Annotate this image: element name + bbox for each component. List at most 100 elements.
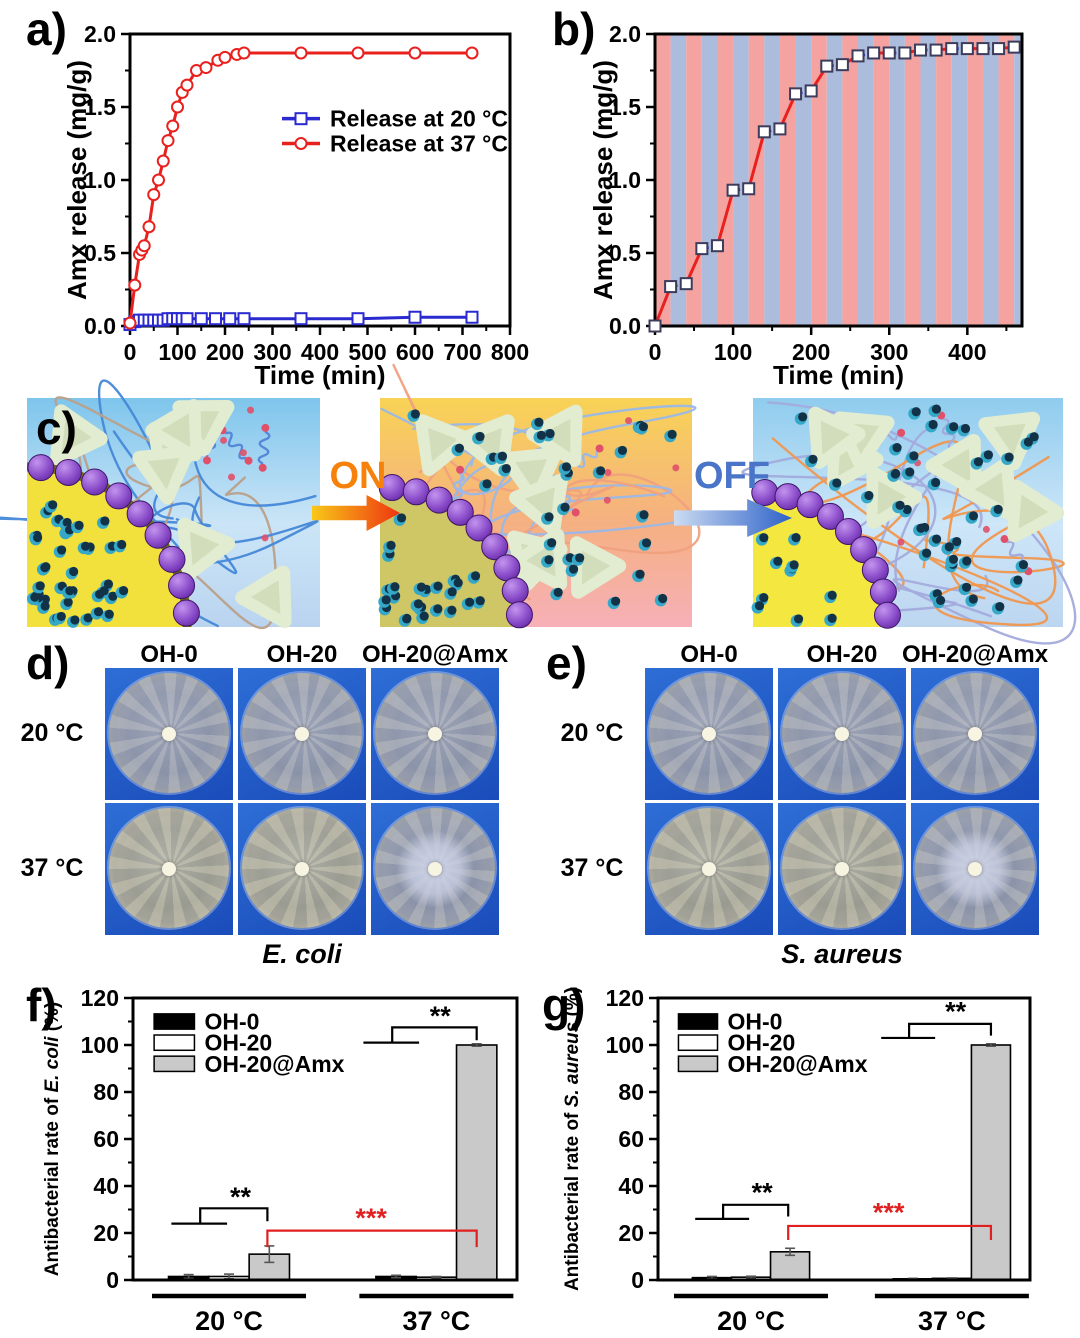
cyclodextrin-shade [542,418,571,453]
sample-disc [295,862,309,876]
drug-molecule-icon [429,604,443,617]
cyclodextrin-icon [177,517,236,580]
drug-molecule-shadow [433,581,443,591]
x-tick-label: 0 [649,339,662,365]
drug-molecule-shadow [827,613,837,623]
drug-molecule-shadow [993,504,1003,514]
x-tick-label: 800 [491,339,529,365]
legend-entry-label: Release at 37 °C [330,131,508,157]
column-header-oh0: OH-0 [140,641,198,668]
x-tick-label: 400 [301,339,339,365]
data-point-marker [648,319,662,333]
data-point-marker [171,100,184,114]
drug-molecule-shadow [560,502,570,512]
drug-molecule-icon [790,614,804,627]
drug-molecule-icon [828,478,842,491]
drug-molecule-icon [908,407,921,420]
polymer-chain [741,453,983,587]
drug-molecule-icon [906,451,919,464]
data-point-marker [156,154,170,168]
sample-disc [835,727,849,741]
y-tick-label: 0.0 [609,313,641,339]
drug-molecule-shadow [65,586,75,596]
data-point-marker [408,46,422,60]
drug-molecule-icon [632,569,645,583]
drug-molecule-shadow [390,582,400,592]
sig-label: ** [430,1001,452,1031]
drug-molecule-icon [541,512,554,525]
drug-molecule-icon [958,582,972,596]
drug-molecule-shadow [960,423,971,434]
data-point-marker [726,183,740,197]
drug-molecule-shadow [895,500,905,510]
y-tick-label: 0 [631,1267,644,1293]
chart-b-pulsatile-release: 0 100 200 300 400 0.0 0.5 1.0 1.5 2.0 Time (min) Am… [588,21,1024,390]
drug-molecule-shadow [433,604,443,614]
drug-molecule-icon [970,457,984,470]
stripe-background [811,34,827,326]
y-tick-label: 1.5 [609,94,641,120]
drug-molecule-shadow [890,469,900,479]
drug-molecule-icon [531,417,544,431]
sample-disc [428,862,442,876]
cyclodextrin-icon [958,457,1016,520]
legend-swatch [153,1034,196,1052]
data-point-marker [867,46,881,60]
drug-molecule-icon [607,596,621,610]
crosslink-dot [456,465,465,474]
data-point-marker [294,112,308,126]
data-point-marker [123,316,137,330]
drug-molecule-shadow [447,587,457,597]
legend-swatch [153,1013,196,1030]
cyclodextrin-shade [941,448,971,483]
sample-disc [835,862,849,876]
drug-molecule-shadow [909,451,919,461]
drug-molecule-icon [472,596,485,609]
data-point-marker [161,134,175,148]
panel-d-ecoli-plates: d) OH-0 OH-20 OH-20@Amx 20 °C 37 °C E. c… [0,635,540,975]
drug-molecule-icon [654,593,668,607]
sig-bracket [787,1224,993,1241]
drug-molecule-shadow [892,443,902,453]
cyclodextrin-body [49,404,108,467]
bead-icon [816,502,844,530]
data-point-marker [223,312,237,326]
drug-molecule-shadow [635,569,645,579]
drug-molecule-icon [664,429,677,443]
crosslink-dot [244,456,253,465]
drug-molecule-shadow [33,532,43,543]
sig-bracket [199,1207,269,1224]
y-axis-label: Amx release (mg/g) [588,60,618,300]
schematic-gel-cold-state [0,379,320,630]
sample-disc [428,727,442,741]
drug-molecule-shadow [553,587,563,598]
cyclodextrin-shade [877,480,907,515]
crosslink-dot [1000,535,1009,544]
drug-molecule-shadow [35,581,45,591]
legend-entry-label: OH-20 [728,1030,796,1056]
y-tick-label: 120 [81,985,119,1011]
drug-molecule-shadow [410,409,420,419]
drug-molecule-icon [393,513,407,526]
drug-molecule-icon [755,533,769,546]
y-tick-label: 0.5 [609,240,641,266]
stripe-background [920,34,937,326]
drug-molecule-shadow [381,595,391,605]
data-point-marker [237,312,251,326]
data-point-marker [209,312,222,326]
drug-molecule-shadow [501,463,511,474]
sample-disc [968,862,982,876]
crosslink-dot [571,508,580,517]
crosslink-dot [897,538,905,546]
stripe-background [982,34,999,326]
chart-a-release-curves: 0 100 200 300 400 500 600 700 800 0.0 0.5 1.0 1.5 2.0… [62,21,529,390]
drug-molecule-icon [53,611,66,625]
plot-frame [656,996,1032,1282]
row-label-37c: 37 °C [20,854,84,882]
drug-molecule-icon [378,595,391,608]
y-tick-label: 40 [93,1173,119,1199]
drug-molecule-shadow [773,556,783,566]
bead-icon [465,514,493,542]
drug-molecule-icon [29,532,43,546]
